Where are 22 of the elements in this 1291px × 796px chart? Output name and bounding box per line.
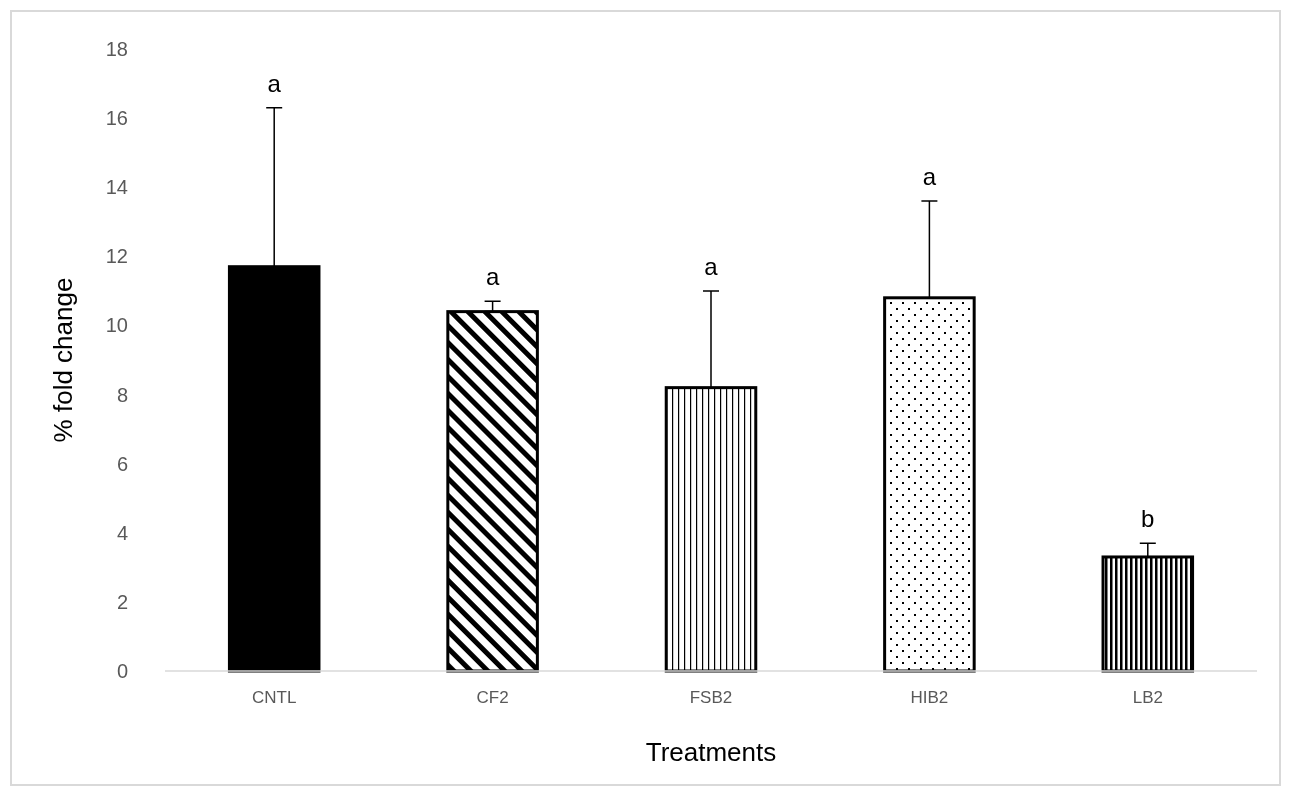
x-tick-label: FSB2	[689, 688, 733, 707]
annotation: a	[922, 163, 937, 191]
y-tick-label: 18	[105, 38, 128, 60]
annotation: b	[1141, 505, 1155, 533]
x-tick-label: LB2	[1132, 688, 1163, 707]
y-tick-label: 6	[116, 452, 128, 475]
y-axis-title: % fold change	[48, 277, 78, 443]
y-tick-label: 2	[116, 590, 128, 613]
x-tick-label: CNTL	[252, 688, 297, 707]
y-tick-label: 8	[116, 383, 128, 406]
annotation: a	[267, 69, 282, 97]
y-tick-label: 10	[105, 314, 128, 337]
y-tick-label: 0	[116, 660, 128, 682]
annotation: a	[485, 263, 500, 291]
y-tick-label: 16	[105, 107, 128, 130]
x-axis-title: Treatments	[645, 737, 777, 767]
x-tick-label: HIB2	[910, 688, 949, 707]
x-tick-label: CF2	[476, 688, 509, 707]
y-tick-label: 14	[105, 176, 128, 199]
y-tick-label: 12	[105, 245, 128, 268]
y-tick-label: 4	[116, 521, 128, 544]
annotation: a	[704, 252, 719, 280]
